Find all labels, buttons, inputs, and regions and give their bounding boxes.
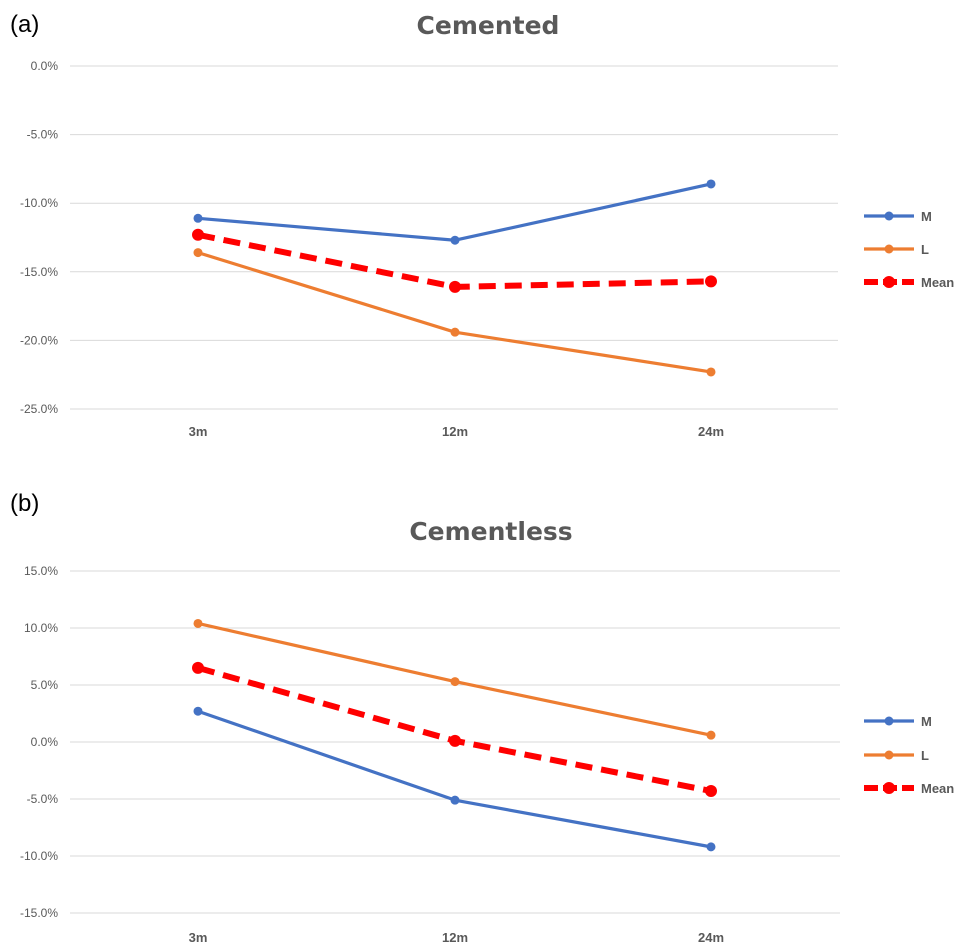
legend-label-mean: Mean <box>921 275 954 290</box>
series-line-m <box>197 182 712 242</box>
x-tick-label: 12m <box>442 424 468 439</box>
y-tick-labels-a: 0.0% -5.0% -10.0% -15.0% -20.0% -25.0% <box>20 59 58 416</box>
data-point-mean <box>705 785 717 798</box>
y-tick-label: 10.0% <box>24 621 58 635</box>
panel-label-b: (b) <box>10 490 39 517</box>
series-a <box>192 179 717 377</box>
y-tick-label: 0.0% <box>31 735 59 749</box>
data-point-mean <box>449 734 461 747</box>
y-tick-label: -10.0% <box>20 849 58 863</box>
legend-marker-l <box>884 244 894 254</box>
y-tick-label: 0.0% <box>31 59 59 73</box>
legend-a: M L Mean <box>864 209 954 290</box>
data-point-mean <box>705 275 717 288</box>
x-tick-label: 24m <box>698 930 724 945</box>
data-point-m <box>450 795 460 805</box>
legend-marker-mean <box>883 782 895 794</box>
series-b <box>192 618 717 852</box>
panel-a: (a) Cemented 0.0% -5.0% -10.0% -15.0% -20.0%… <box>10 11 954 439</box>
legend-b: M L Mean <box>864 714 954 796</box>
chart-title-a: Cemented <box>417 11 560 40</box>
data-point-l <box>193 248 203 258</box>
legend-label-l: L <box>921 748 929 763</box>
y-tick-labels-b: 15.0% 10.0% 5.0% 0.0% -5.0% -10.0% -15.0% <box>20 564 58 920</box>
legend-label-m: M <box>921 714 932 729</box>
series-line-mean <box>197 665 712 794</box>
y-tick-label: -5.0% <box>27 792 59 806</box>
legend-marker-l <box>884 750 894 760</box>
y-tick-label: -20.0% <box>20 333 58 347</box>
legend-label-m: M <box>921 209 932 224</box>
x-tick-label: 12m <box>442 930 468 945</box>
data-point-l <box>706 730 716 740</box>
data-point-m <box>193 706 203 716</box>
data-point-m <box>706 842 716 852</box>
data-point-l <box>450 327 460 337</box>
y-tick-label: 15.0% <box>24 564 58 578</box>
y-tick-label: -15.0% <box>20 906 58 920</box>
gridlines-a <box>70 65 838 410</box>
data-point-l <box>193 618 203 628</box>
x-tick-label: 24m <box>698 424 724 439</box>
data-point-mean <box>449 280 461 293</box>
data-point-l <box>450 677 460 687</box>
legend-marker-m <box>884 716 894 726</box>
y-tick-label: -5.0% <box>27 128 59 142</box>
y-tick-label: -25.0% <box>20 402 58 416</box>
x-tick-label: 3m <box>189 930 208 945</box>
x-tick-labels-a: 3m 12m 24m <box>189 424 724 439</box>
legend-label-mean: Mean <box>921 781 954 796</box>
legend-marker-mean <box>883 276 895 288</box>
data-point-m <box>450 235 460 245</box>
data-point-l <box>706 367 716 377</box>
series-line-m <box>197 709 712 849</box>
series-line-l <box>197 251 712 374</box>
panel-b: (b) Cementless 15.0% 10.0% 5.0% 0.0% -5.0% -1… <box>10 490 954 945</box>
legend-marker-m <box>884 211 894 221</box>
chart-title-b: Cementless <box>409 517 572 546</box>
data-point-m <box>193 213 203 223</box>
x-tick-label: 3m <box>189 424 208 439</box>
x-tick-labels-b: 3m 12m 24m <box>189 930 724 945</box>
data-point-mean <box>192 661 204 674</box>
panel-label-a: (a) <box>10 11 39 38</box>
legend-label-l: L <box>921 242 929 257</box>
data-point-m <box>706 179 716 189</box>
y-tick-label: 5.0% <box>31 678 59 692</box>
data-point-mean <box>192 228 204 241</box>
y-tick-label: -10.0% <box>20 196 58 210</box>
y-tick-label: -15.0% <box>20 265 58 279</box>
